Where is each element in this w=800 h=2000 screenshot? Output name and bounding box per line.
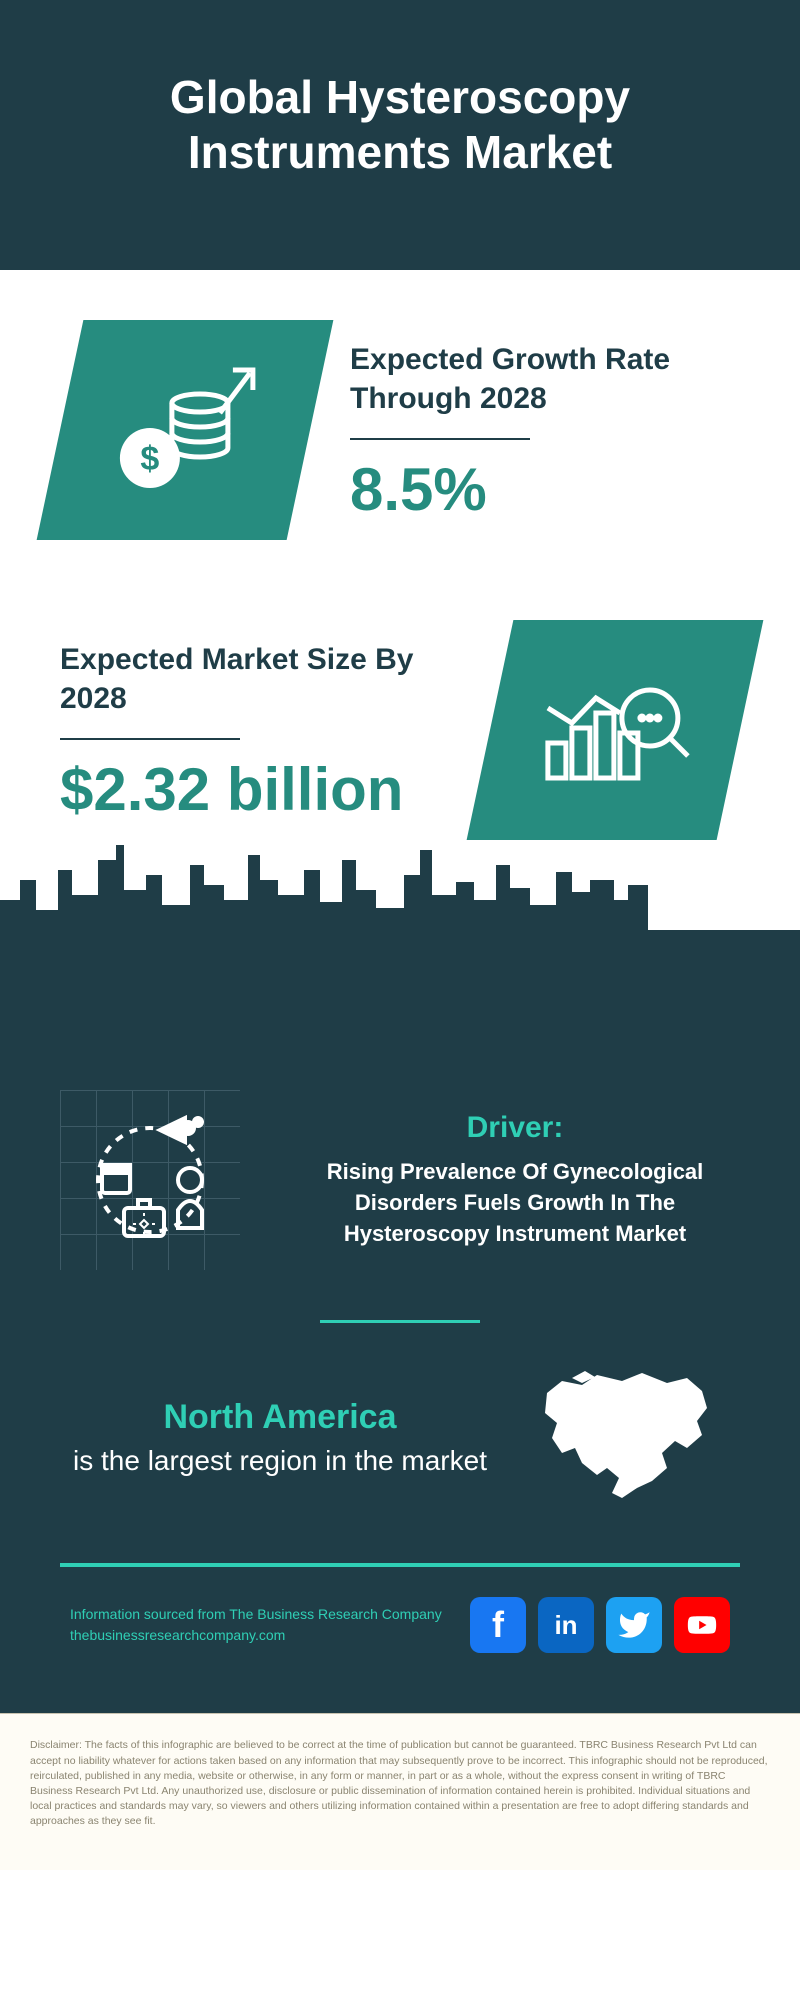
region-name: North America — [73, 1398, 487, 1437]
north-america-map-icon — [527, 1363, 727, 1513]
skyline-silhouette — [0, 930, 800, 1050]
growth-label: Expected Growth Rate Through 2028 — [350, 340, 740, 418]
growth-icon-block: $ — [37, 320, 334, 540]
facebook-icon[interactable]: f — [470, 1597, 526, 1653]
driver-row: Driver: Rising Prevalence Of Gynecologic… — [60, 1090, 740, 1270]
page-title: Global Hysteroscopy Instruments Market — [40, 70, 760, 180]
footer-divider — [60, 1563, 740, 1567]
market-text: Expected Market Size By 2028 $2.32 billi… — [60, 640, 450, 820]
market-value: $2.32 billion — [60, 760, 450, 820]
driver-icon-block — [60, 1090, 240, 1270]
growth-value: 8.5% — [350, 460, 740, 520]
region-text: North America is the largest region in t… — [73, 1398, 487, 1479]
disclaimer-section: Disclaimer: The facts of this infographi… — [0, 1713, 800, 1869]
market-icon-block — [467, 620, 764, 840]
region-body: is the largest region in the market — [73, 1443, 487, 1479]
footer-row: Information sourced from The Business Re… — [60, 1597, 740, 1653]
social-icons: f in — [470, 1597, 730, 1653]
driver-label: Driver: — [290, 1111, 740, 1145]
region-row: North America is the largest region in t… — [60, 1363, 740, 1513]
driver-body: Rising Prevalence Of Gynecological Disor… — [290, 1157, 740, 1249]
money-growth-icon: $ — [105, 358, 265, 498]
divider — [350, 438, 530, 440]
source-line-1: Information sourced from The Business Re… — [70, 1604, 442, 1625]
youtube-icon[interactable] — [674, 1597, 730, 1653]
header: Global Hysteroscopy Instruments Market — [0, 0, 800, 270]
source-line-2: thebusinessresearchcompany.com — [70, 1625, 442, 1646]
svg-text:$: $ — [141, 440, 160, 478]
twitter-icon[interactable] — [606, 1597, 662, 1653]
chart-analysis-icon — [530, 653, 700, 803]
teal-divider — [320, 1320, 480, 1323]
dark-section: Driver: Rising Prevalence Of Gynecologic… — [0, 1050, 800, 1713]
marketing-icon — [60, 1090, 240, 1270]
market-label: Expected Market Size By 2028 — [60, 640, 450, 718]
growth-stat: $ Expected Growth Rate Through 2028 8.5% — [60, 320, 740, 540]
driver-text: Driver: Rising Prevalence Of Gynecologic… — [290, 1111, 740, 1249]
divider — [60, 738, 240, 740]
growth-text: Expected Growth Rate Through 2028 8.5% — [350, 340, 740, 520]
disclaimer-text: Disclaimer: The facts of this infographi… — [30, 1738, 770, 1829]
source-text: Information sourced from The Business Re… — [70, 1604, 442, 1646]
market-size-stat: Expected Market Size By 2028 $2.32 billi… — [60, 620, 740, 840]
linkedin-icon[interactable]: in — [538, 1597, 594, 1653]
